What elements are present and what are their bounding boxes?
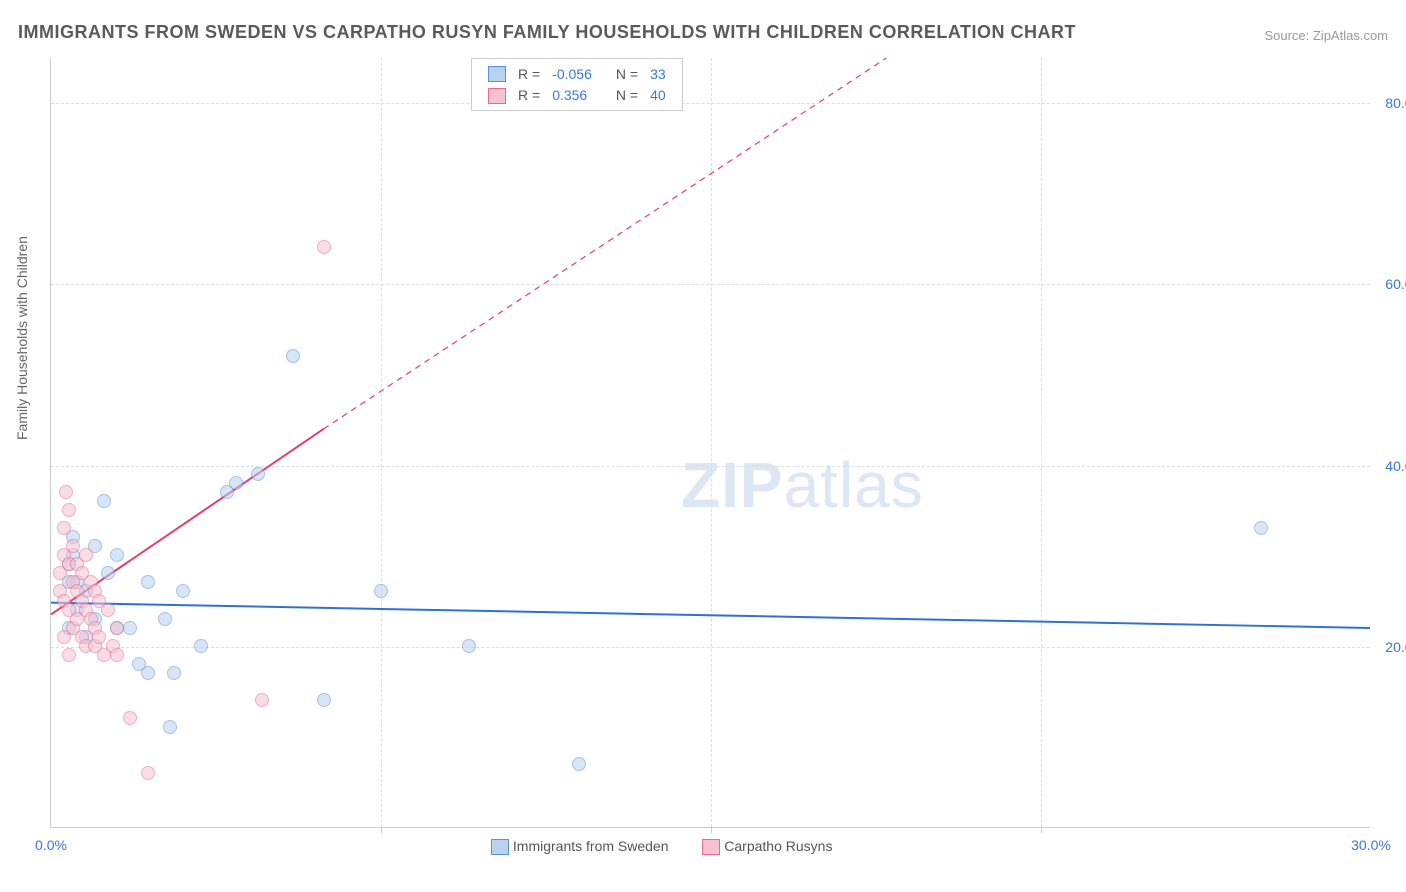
trend-line xyxy=(324,58,887,429)
legend-label-1: Immigrants from Sweden xyxy=(513,838,669,854)
data-point xyxy=(59,485,73,499)
source-label: Source: ZipAtlas.com xyxy=(1264,28,1388,43)
x-tick-mark xyxy=(381,827,382,833)
n-value-2: 40 xyxy=(644,84,672,105)
n-label: N = xyxy=(610,84,644,105)
data-point xyxy=(194,639,208,653)
y-tick-label: 60.0% xyxy=(1385,276,1406,292)
data-point xyxy=(251,467,265,481)
swatch-series-1 xyxy=(488,66,506,82)
data-point xyxy=(255,693,269,707)
data-point xyxy=(66,539,80,553)
x-tick-mark xyxy=(711,827,712,833)
y-tick-label: 20.0% xyxy=(1385,639,1406,655)
data-point xyxy=(229,476,243,490)
chart-title: IMMIGRANTS FROM SWEDEN VS CARPATHO RUSYN… xyxy=(18,22,1076,43)
swatch-series-1 xyxy=(491,839,509,855)
correlation-legend: R = -0.056 N = 33 R = 0.356 N = 40 xyxy=(471,58,683,111)
data-point xyxy=(462,639,476,653)
data-point xyxy=(141,766,155,780)
data-point xyxy=(1254,521,1268,535)
data-point xyxy=(572,757,586,771)
data-point xyxy=(79,548,93,562)
r-label: R = xyxy=(512,84,546,105)
legend-item-2: Carpatho Rusyns xyxy=(702,838,832,855)
data-point xyxy=(141,575,155,589)
data-point xyxy=(101,603,115,617)
data-point xyxy=(158,612,172,626)
legend-item-1: Immigrants from Sweden xyxy=(491,838,669,855)
data-point xyxy=(286,349,300,363)
data-point xyxy=(123,621,137,635)
r-value-2: 0.356 xyxy=(546,84,598,105)
plot-area: ZIPatlas R = -0.056 N = 33 R = 0.356 N =… xyxy=(50,58,1370,828)
data-point xyxy=(317,693,331,707)
x-tick-mark xyxy=(1041,827,1042,833)
series-legend: Immigrants from Sweden Carpatho Rusyns xyxy=(491,838,862,855)
y-tick-label: 80.0% xyxy=(1385,95,1406,111)
trend-line xyxy=(51,603,1370,628)
data-point xyxy=(62,648,76,662)
n-value-1: 33 xyxy=(644,63,672,84)
y-tick-label: 40.0% xyxy=(1385,458,1406,474)
data-point xyxy=(57,521,71,535)
legend-row-series-2: R = 0.356 N = 40 xyxy=(482,84,672,105)
data-point xyxy=(110,621,124,635)
trend-lines-svg xyxy=(51,58,1370,827)
swatch-series-2 xyxy=(702,839,720,855)
data-point xyxy=(317,240,331,254)
swatch-series-2 xyxy=(488,88,506,104)
data-point xyxy=(110,648,124,662)
data-point xyxy=(110,548,124,562)
legend-label-2: Carpatho Rusyns xyxy=(724,838,832,854)
x-tick-label: 30.0% xyxy=(1351,837,1391,853)
data-point xyxy=(92,630,106,644)
data-point xyxy=(167,666,181,680)
data-point xyxy=(123,711,137,725)
x-tick-label: 0.0% xyxy=(35,837,67,853)
data-point xyxy=(374,584,388,598)
y-axis-title: Family Households with Children xyxy=(14,236,30,440)
data-point xyxy=(176,584,190,598)
n-label: N = xyxy=(610,63,644,84)
data-point xyxy=(141,666,155,680)
data-point xyxy=(62,503,76,517)
r-value-1: -0.056 xyxy=(546,63,598,84)
data-point xyxy=(97,494,111,508)
r-label: R = xyxy=(512,63,546,84)
data-point xyxy=(101,566,115,580)
data-point xyxy=(163,720,177,734)
legend-row-series-1: R = -0.056 N = 33 xyxy=(482,63,672,84)
